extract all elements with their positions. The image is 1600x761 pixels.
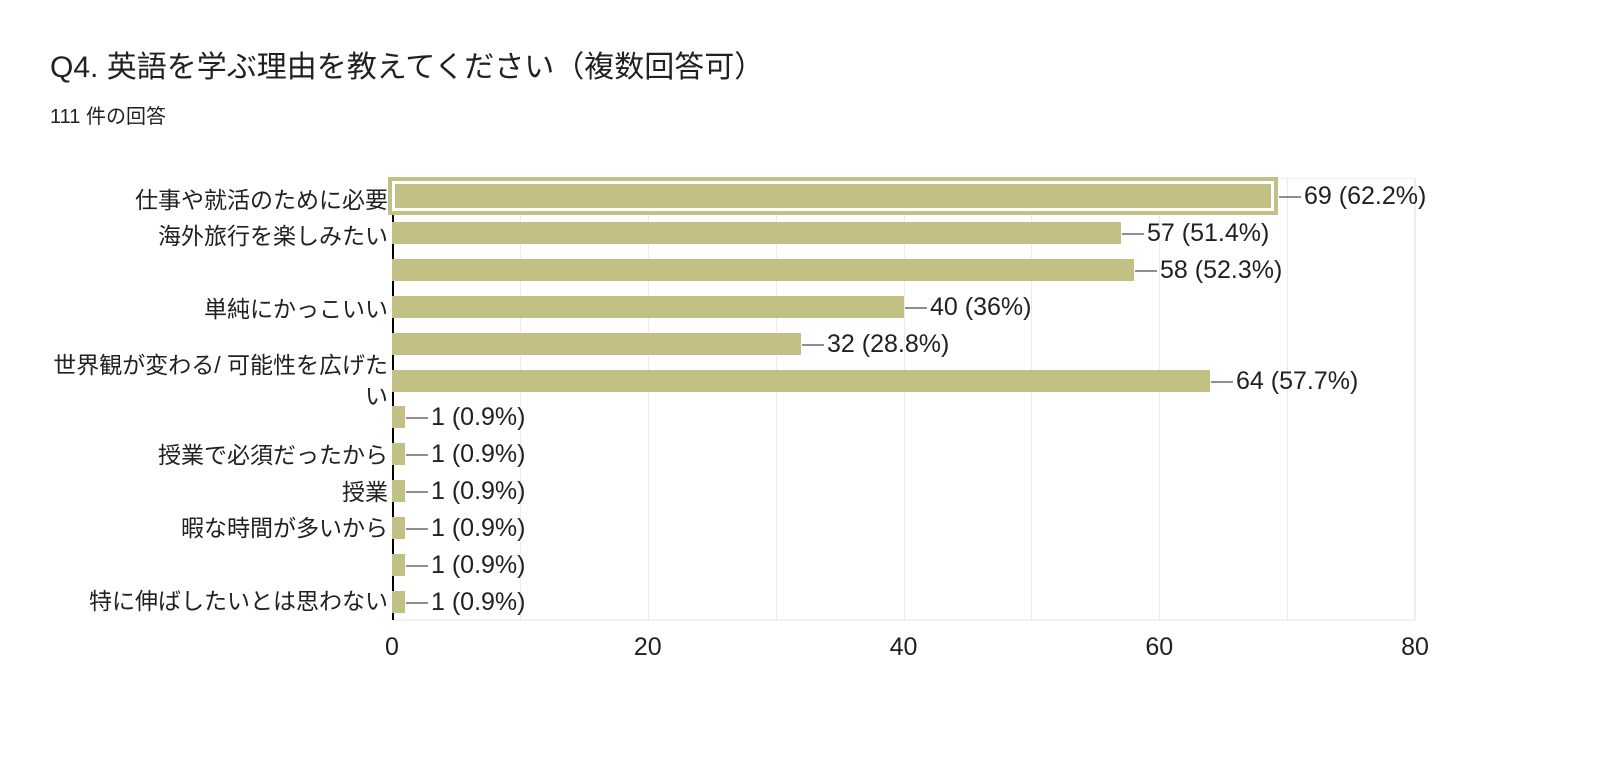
bar[interactable] [392,222,1121,244]
y-axis-label: 世界観が変わる/ 可能性を広げた [53,352,388,378]
x-axis-tick: 0 [385,633,399,661]
bar[interactable] [392,296,904,318]
bar[interactable] [392,554,405,576]
bar-value-label: 1 (0.9%) [431,477,526,505]
leader-line [802,344,824,346]
leader-line [1279,196,1301,198]
leader-line [406,602,428,604]
bar-value-label: 32 (28.8%) [827,330,950,358]
bar-value-label: 64 (57.7%) [1236,367,1359,395]
leader-line [406,528,428,530]
bar-value-label: 1 (0.9%) [431,403,526,431]
leader-line [1135,270,1157,272]
y-axis-label: い [365,383,388,409]
bar-value-label: 1 (0.9%) [431,440,526,468]
response-count: 111 件の回答 [50,106,166,128]
x-axis-tick: 80 [1401,633,1429,661]
gridline [519,178,521,620]
y-axis-label: 授業で必須だったから [158,442,388,468]
y-axis-label: 海外旅行を楽しみたい [158,223,388,249]
plot-area [392,178,1416,620]
leader-line [406,491,428,493]
y-axis-line [392,178,394,621]
leader-line [1211,381,1233,383]
gridline [1159,178,1161,620]
page-title: Q4. 英語を学ぶ理由を教えてください（複数回答可） [50,51,765,84]
bar[interactable] [392,480,405,502]
bar[interactable] [392,333,801,355]
bar-value-label: 57 (51.4%) [1147,219,1270,247]
leader-line [406,417,428,419]
x-axis-tick: 40 [889,633,918,661]
leader-line [1122,233,1144,235]
x-axis-tick: 20 [633,633,662,661]
y-axis-labels: 仕事や就活のために必要海外旅行を楽しみたい単純にかっこいい世界観が変わる/ 可能… [0,0,388,761]
leader-line [905,307,927,309]
bar[interactable] [392,443,405,465]
bar[interactable] [392,517,405,539]
bar-value-label: 1 (0.9%) [431,588,526,616]
bar[interactable] [392,591,405,613]
gridline [903,178,905,620]
bar-value-label: 40 (36%) [930,293,1032,321]
gridline [1031,178,1033,620]
y-axis-label: 単純にかっこいい [204,296,388,322]
bar[interactable] [388,177,1278,215]
bar-value-label: 69 (62.2%) [1304,182,1427,210]
y-axis-label: 暇な時間が多いから [181,515,388,541]
y-axis-label: 特に伸ばしたいとは思わない [89,588,388,614]
leader-line [406,565,428,567]
leader-line [406,454,428,456]
y-axis-label: 仕事や就活のために必要 [135,187,388,213]
gridline [647,178,649,620]
gridline [775,178,777,620]
x-axis-baseline [392,620,1416,621]
gridline [1287,178,1289,620]
y-axis-label: 授業 [342,479,388,505]
bar[interactable] [392,406,405,428]
x-axis-tick: 60 [1145,633,1174,661]
gridline [1415,178,1416,620]
bar-value-label: 1 (0.9%) [431,551,526,579]
bar-value-label: 58 (52.3%) [1160,256,1283,284]
bar[interactable] [392,370,1210,392]
bar-value-label: 1 (0.9%) [431,514,526,542]
bar[interactable] [392,259,1134,281]
